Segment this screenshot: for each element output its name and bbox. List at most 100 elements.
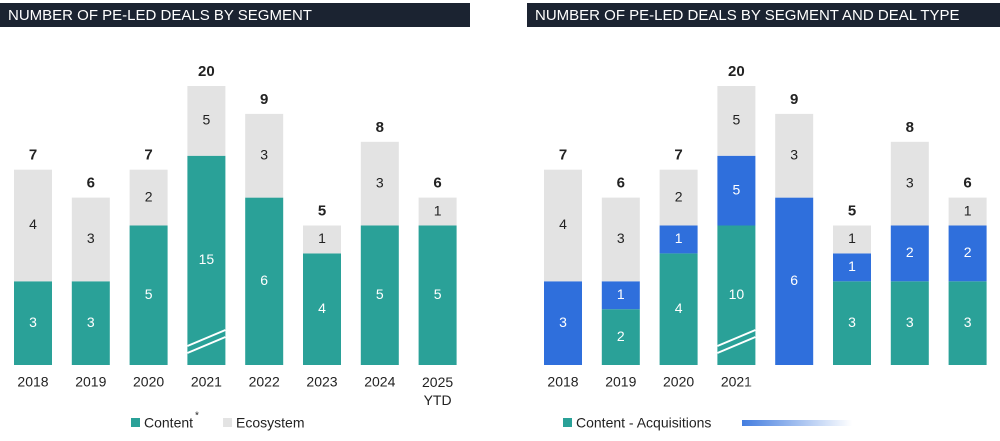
x-tick-label: 2024 <box>364 374 395 390</box>
bar-segment <box>303 225 341 254</box>
bar-segment <box>544 169 582 282</box>
bar-segment <box>890 141 929 226</box>
total-label: 20 <box>728 63 745 80</box>
blur-legend <box>742 420 852 426</box>
axis-break <box>187 329 226 347</box>
segment-label: 1 <box>675 230 683 246</box>
total-label: 5 <box>848 202 856 219</box>
segment-label: 2 <box>906 244 914 260</box>
segment-label: 4 <box>29 216 37 232</box>
bar-segment <box>948 281 987 365</box>
segment-label: 1 <box>434 202 442 218</box>
segment-label: 5 <box>733 181 741 197</box>
bar-segment <box>303 253 341 365</box>
total-label: 8 <box>376 119 384 136</box>
x-tick-label: 2019 <box>605 374 636 390</box>
bar-segment <box>544 281 582 365</box>
bar-segment <box>360 141 399 226</box>
segment-label: 3 <box>617 230 625 246</box>
x-tick-label: 2018 <box>547 374 578 390</box>
bar-segment <box>890 225 929 282</box>
segment-label: 3 <box>790 146 798 162</box>
bar-segment <box>71 197 110 282</box>
legend-label: Content <box>144 415 193 431</box>
bar-segment <box>833 281 871 365</box>
segment-label: 1 <box>318 230 326 246</box>
x-tick-line: YTD <box>424 392 452 408</box>
x-tick-label: 2023 <box>306 374 337 390</box>
segment-label: 15 <box>199 251 215 267</box>
segment-label: 3 <box>87 230 95 246</box>
bar-segment <box>71 281 110 365</box>
x-tick-label: 2020 <box>663 374 694 390</box>
bar-segment <box>14 281 52 365</box>
segment-label: 5 <box>376 286 384 302</box>
total-label: 7 <box>674 147 682 164</box>
bar-segment <box>775 113 814 198</box>
bar-segment <box>833 225 871 254</box>
total-label: 6 <box>963 175 971 192</box>
total-label: 7 <box>29 147 37 164</box>
segment-label: 3 <box>964 314 972 330</box>
segment-label: 4 <box>318 300 326 316</box>
total-label: 9 <box>260 91 268 108</box>
x-tick-label: 2021 <box>721 374 752 390</box>
x-tick-label: 2022 <box>249 374 280 390</box>
total-label: 5 <box>318 202 326 219</box>
bar-segment <box>245 197 284 365</box>
segment-label: 3 <box>906 314 914 330</box>
segment-label: 1 <box>848 230 856 246</box>
bar-segment <box>601 197 640 282</box>
bar-segment <box>129 225 168 365</box>
segment-label: 4 <box>559 216 567 232</box>
bar-segment <box>717 225 756 365</box>
segment-label: 5 <box>203 112 211 128</box>
blur-overlay <box>748 372 1000 398</box>
segment-label: 3 <box>848 314 856 330</box>
segment-label: 2 <box>675 188 683 204</box>
segment-label: 10 <box>729 286 745 302</box>
bar-segment <box>360 225 399 365</box>
total-label: 7 <box>144 147 152 164</box>
title-bar <box>527 3 1000 27</box>
segment-label: 1 <box>848 258 856 274</box>
total-label: 6 <box>87 175 95 192</box>
legend-note: * <box>195 411 199 422</box>
x-tick-label: 2021 <box>191 374 222 390</box>
x-tick-line: 2025 <box>422 374 453 390</box>
total-label: 6 <box>433 175 441 192</box>
segment-label: 2 <box>617 328 625 344</box>
total-label: 7 <box>559 147 567 164</box>
segment-label: 6 <box>790 272 798 288</box>
chart-title: NUMBER OF PE-LED DEALS BY SEGMENT AND DE… <box>535 7 960 24</box>
bar-segment <box>659 169 698 226</box>
axis-break <box>187 336 226 354</box>
segment-label: 4 <box>675 300 683 316</box>
bar-segment <box>717 155 756 226</box>
bar-segment <box>833 253 871 282</box>
bar-segment <box>775 197 814 365</box>
segment-label: 1 <box>964 202 972 218</box>
bar-segment <box>948 197 987 226</box>
bar-segment <box>948 225 987 282</box>
x-tick-label: 2025 YTD <box>422 374 453 408</box>
bar-segment <box>129 169 168 226</box>
axis-break <box>717 336 756 354</box>
bar-segment <box>187 86 226 156</box>
legend-swatch <box>223 418 233 427</box>
segment-label: 2 <box>145 188 153 204</box>
bar-segment <box>890 281 929 365</box>
x-tick-label: 2020 <box>133 374 164 390</box>
segment-label: 3 <box>260 146 268 162</box>
title-bar <box>0 3 470 27</box>
legend-swatch <box>563 418 572 427</box>
total-label: 6 <box>617 175 625 192</box>
bar-segment <box>601 281 640 310</box>
segment-label: 3 <box>376 174 384 190</box>
total-label: 20 <box>198 63 215 80</box>
x-tick-label: 2018 <box>17 374 48 390</box>
segment-label: 3 <box>29 314 37 330</box>
chart-title: NUMBER OF PE-LED DEALS BY SEGMENT <box>8 7 312 24</box>
bar-segment <box>187 155 226 365</box>
